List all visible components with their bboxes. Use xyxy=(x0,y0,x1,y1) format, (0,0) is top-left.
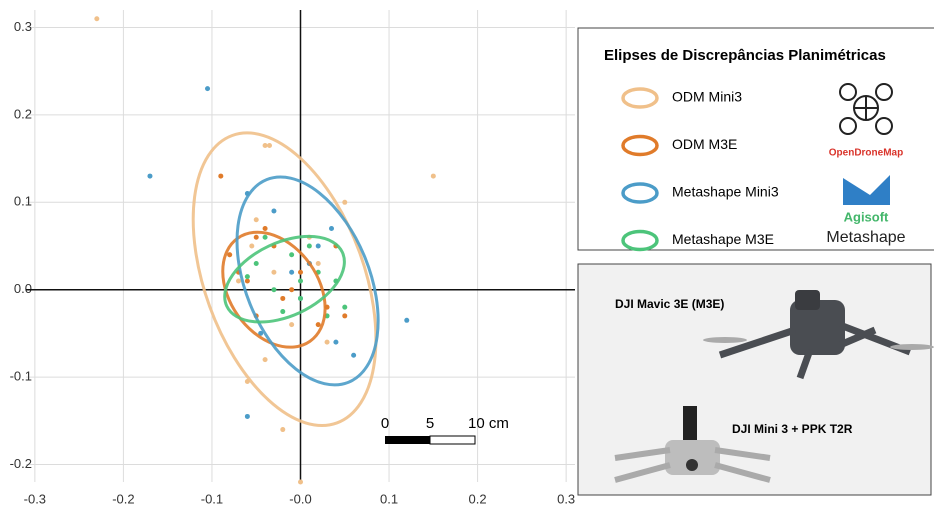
point xyxy=(325,340,330,345)
point xyxy=(249,244,254,249)
legend-label: Metashape Mini3 xyxy=(672,184,779,200)
point xyxy=(236,278,241,283)
y-tick-label: 0.1 xyxy=(14,194,32,209)
x-tick-label: -0.1 xyxy=(201,491,223,506)
x-tick-label: 0.1 xyxy=(380,491,398,506)
page: -0.3 -0.2 -0.1 -0.0 0.1 0.2 0.3 -0.2 -0.1 0.0 0.1 0… xyxy=(0,0,934,510)
point xyxy=(245,278,250,283)
point xyxy=(289,270,294,275)
drone-label: DJI Mavic 3E (M3E) xyxy=(615,297,724,311)
y-tick-label: -0.1 xyxy=(10,369,32,384)
point xyxy=(245,274,250,279)
x-tick-label: -0.0 xyxy=(289,491,311,506)
logo-text: Agisoft xyxy=(844,209,889,224)
point xyxy=(298,480,303,485)
point xyxy=(431,174,436,179)
point xyxy=(280,309,285,314)
point xyxy=(94,16,99,21)
point xyxy=(298,278,303,283)
logo-text: Metashape xyxy=(826,229,905,246)
point xyxy=(316,322,321,327)
point xyxy=(271,270,276,275)
y-tick-label: -0.2 xyxy=(10,456,32,471)
scale-bar xyxy=(430,436,475,444)
x-tick-label: 0.2 xyxy=(469,491,487,506)
point xyxy=(342,313,347,318)
point xyxy=(298,270,303,275)
point xyxy=(333,340,338,345)
scale-label: 0 xyxy=(381,415,389,432)
x-tick-label: 0.3 xyxy=(557,491,575,506)
point xyxy=(245,414,250,419)
point xyxy=(280,296,285,301)
x-tick-label: -0.2 xyxy=(112,491,134,506)
point xyxy=(254,217,259,222)
chart: -0.3 -0.2 -0.1 -0.0 0.1 0.2 0.3 -0.2 -0.1 0.0 0.1 0… xyxy=(0,0,934,510)
point xyxy=(254,235,259,240)
legend-label: ODM M3E xyxy=(672,136,737,152)
point xyxy=(280,427,285,432)
logo-text: OpenDroneMap xyxy=(829,148,903,159)
plot: -0.3 -0.2 -0.1 -0.0 0.1 0.2 0.3 -0.2 -0.1 0.0 0.1 0… xyxy=(10,10,576,506)
legend-label: Metashape M3E xyxy=(672,231,774,247)
drone-label: DJI Mini 3 + PPK T2R xyxy=(732,422,853,436)
point xyxy=(289,322,294,327)
point xyxy=(263,226,268,231)
point xyxy=(227,252,232,257)
point xyxy=(254,261,259,266)
x-tick-label: -0.3 xyxy=(24,491,46,506)
point xyxy=(316,244,321,249)
point xyxy=(263,357,268,362)
point xyxy=(289,287,294,292)
point xyxy=(404,318,409,323)
point xyxy=(271,287,276,292)
point xyxy=(267,143,272,148)
point xyxy=(351,353,356,358)
legend-title: Elipses de Discrepâncias Planimétricas xyxy=(604,47,886,64)
point xyxy=(342,200,347,205)
point xyxy=(263,235,268,240)
legend-label: ODM Mini3 xyxy=(672,89,742,105)
point xyxy=(147,174,152,179)
point xyxy=(342,305,347,310)
point xyxy=(329,226,334,231)
point xyxy=(218,174,223,179)
point xyxy=(307,244,312,249)
point xyxy=(205,86,210,91)
point xyxy=(289,252,294,257)
point xyxy=(316,261,321,266)
point xyxy=(263,143,268,148)
point xyxy=(298,296,303,301)
scale-bar xyxy=(385,436,430,444)
y-tick-label: 0.0 xyxy=(14,281,32,296)
y-tick-label: 0.2 xyxy=(14,106,32,121)
y-tick-label: 0.3 xyxy=(14,19,32,34)
scale-label: 5 xyxy=(426,415,434,432)
scale-label: 10 cm xyxy=(468,415,509,432)
point xyxy=(271,209,276,214)
